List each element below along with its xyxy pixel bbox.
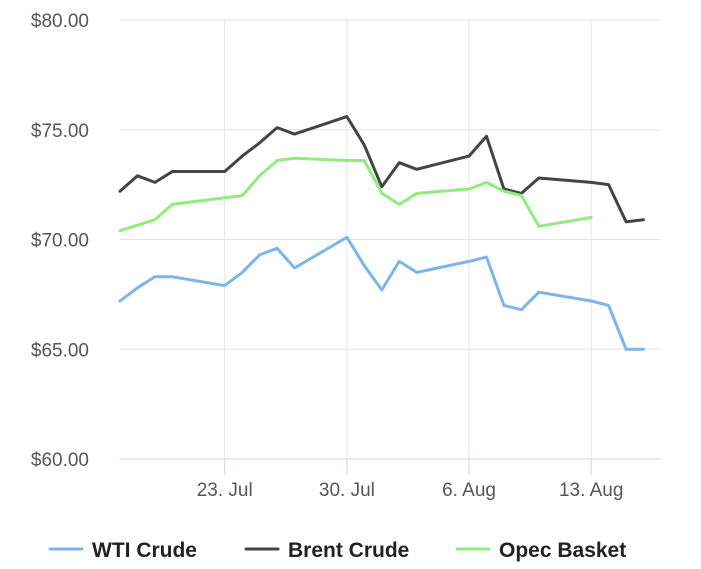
legend-item-opec-basket[interactable]: Opec Basket (455, 539, 626, 562)
x-tick-label: 23. Jul (197, 480, 253, 501)
y-tick-label: $80.00 (31, 11, 89, 32)
y-tick-label: $75.00 (31, 121, 89, 142)
series-line-brent-crude[interactable] (118, 115, 645, 224)
x-tick-label: 13. Aug (559, 480, 623, 501)
y-tick-label: $60.00 (31, 450, 89, 471)
x-tick-label: 30. Jul (319, 480, 375, 501)
horizontal-gridlines (120, 19, 661, 350)
x-axis: 23. Jul 30. Jul 6. Aug 13. Aug (120, 458, 661, 501)
series-layer (118, 115, 645, 351)
legend: WTI Crude Brent Crude Opec Basket (48, 539, 626, 562)
y-tick-label: $70.00 (31, 231, 89, 252)
y-tick-label: $65.00 (31, 340, 89, 361)
y-axis: $60.00 $65.00 $70.00 $75.00 $80.00 (31, 11, 89, 471)
legend-label: WTI Crude (92, 539, 197, 562)
series-line-wti-crude[interactable] (118, 235, 645, 351)
legend-item-wti-crude[interactable]: WTI Crude (48, 539, 197, 562)
legend-label: Opec Basket (499, 539, 626, 562)
legend-label: Brent Crude (288, 539, 409, 562)
legend-item-brent-crude[interactable]: Brent Crude (244, 539, 409, 562)
x-tick-label: 6. Aug (442, 480, 496, 501)
series-line-opec-basket[interactable] (118, 156, 593, 233)
